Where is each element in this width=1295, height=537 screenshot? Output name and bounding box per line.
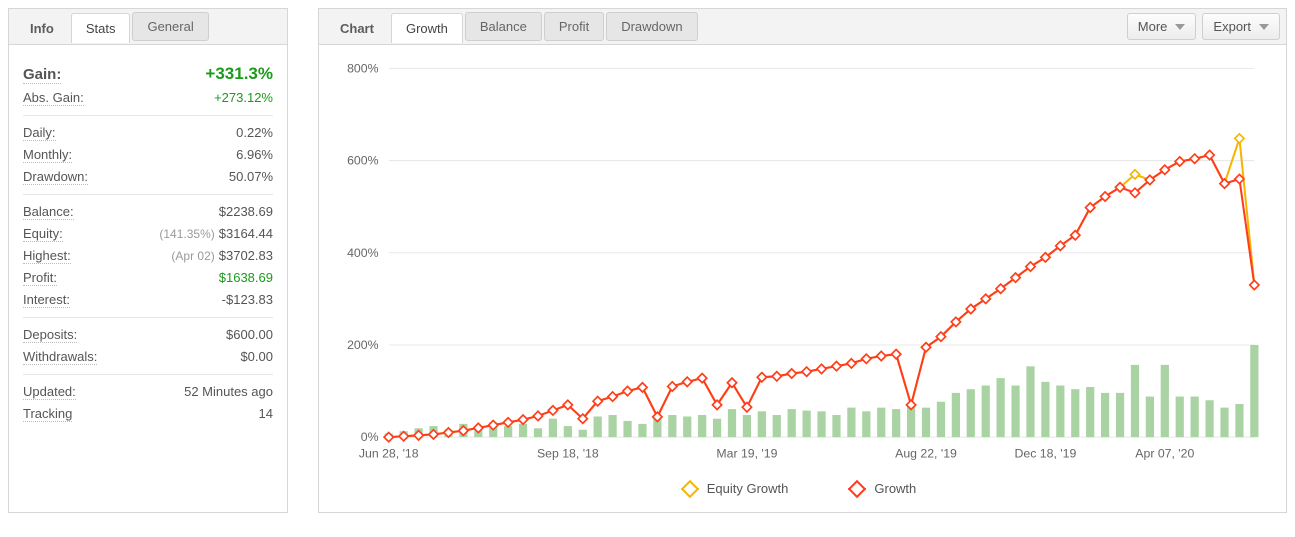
stat-row: Updated: 52 Minutes ago bbox=[23, 381, 273, 403]
stat-key: Monthly: bbox=[23, 147, 72, 163]
stat-row: Abs. Gain: +273.12% bbox=[23, 87, 273, 109]
more-dropdown[interactable]: More bbox=[1127, 13, 1197, 40]
svg-text:600%: 600% bbox=[347, 154, 378, 168]
svg-text:800%: 800% bbox=[347, 61, 378, 75]
stat-row: Daily: 0.22% bbox=[23, 122, 273, 144]
stat-value: -$123.83 bbox=[222, 292, 273, 307]
chart-legend: Equity Growth Growth bbox=[327, 473, 1270, 500]
chevron-down-icon bbox=[1175, 24, 1185, 30]
stat-key: Gain: bbox=[23, 66, 61, 84]
tab-stats[interactable]: Stats bbox=[71, 13, 131, 43]
stat-key: Tracking bbox=[23, 406, 72, 422]
chart-area: 0% 200% 400% 600% 800% Jun 28, '18 Sep 18, '18… bbox=[319, 45, 1286, 512]
tab-label-info: Info bbox=[15, 13, 69, 43]
legend-growth[interactable]: Growth bbox=[848, 481, 916, 496]
stat-row: Withdrawals: $0.00 bbox=[23, 346, 273, 368]
svg-text:Mar 19, '19: Mar 19, '19 bbox=[716, 447, 777, 461]
chevron-down-icon bbox=[1259, 24, 1269, 30]
stat-row: Equity: (141.35%)$3164.44 bbox=[23, 223, 273, 245]
svg-text:Aug 22, '19: Aug 22, '19 bbox=[895, 447, 957, 461]
stat-key: Withdrawals: bbox=[23, 349, 97, 365]
stat-row: Drawdown: 50.07% bbox=[23, 166, 273, 188]
stat-value: $2238.69 bbox=[219, 204, 273, 219]
tab-general[interactable]: General bbox=[132, 12, 208, 41]
stat-row: Deposits: $600.00 bbox=[23, 324, 273, 346]
stat-key: Balance: bbox=[23, 204, 74, 220]
equity-marker-icon bbox=[681, 488, 699, 490]
stat-value: (Apr 02)$3702.83 bbox=[171, 248, 273, 263]
chart-panel: Chart Growth Balance Profit Drawdown Mor… bbox=[318, 8, 1287, 513]
stat-value: (141.35%)$3164.44 bbox=[159, 226, 273, 241]
legend-equity-label: Equity Growth bbox=[707, 481, 789, 496]
stat-row: Tracking 14 bbox=[23, 403, 273, 425]
svg-text:Apr 07, '20: Apr 07, '20 bbox=[1135, 447, 1194, 461]
stat-group: Daily: 0.22% Monthly: 6.96% Drawdown: 50.07% bbox=[23, 116, 273, 195]
stat-subvalue: (Apr 02) bbox=[171, 249, 214, 263]
stats-body: Gain: +331.3% Abs. Gain: +273.12% Daily: 0.22… bbox=[9, 45, 287, 443]
chart-tabstrip: Chart Growth Balance Profit Drawdown Mor… bbox=[319, 9, 1286, 45]
tab-label-chart: Chart bbox=[325, 13, 389, 43]
tab-balance[interactable]: Balance bbox=[465, 12, 542, 41]
stat-key: Updated: bbox=[23, 384, 76, 400]
stats-panel: Info Stats General Gain: +331.3% Abs. Gain… bbox=[8, 8, 288, 513]
tab-drawdown[interactable]: Drawdown bbox=[606, 12, 697, 41]
stat-group: Deposits: $600.00 Withdrawals: $0.00 bbox=[23, 318, 273, 375]
growth-chart: 0% 200% 400% 600% 800% Jun 28, '18 Sep 18, '18… bbox=[327, 53, 1270, 473]
stat-group: Updated: 52 Minutes ago Tracking 14 bbox=[23, 375, 273, 431]
stat-value: 0.22% bbox=[236, 125, 273, 140]
growth-marker-icon bbox=[848, 488, 866, 490]
stat-value: 52 Minutes ago bbox=[184, 384, 273, 399]
stat-row: Highest: (Apr 02)$3702.83 bbox=[23, 245, 273, 267]
svg-text:Sep 18, '18: Sep 18, '18 bbox=[537, 447, 599, 461]
stat-group: Balance: $2238.69 Equity: (141.35%)$3164.44… bbox=[23, 195, 273, 318]
stat-key: Deposits: bbox=[23, 327, 77, 343]
stats-tabstrip: Info Stats General bbox=[9, 9, 287, 45]
stat-value: $1638.69 bbox=[219, 270, 273, 285]
svg-text:0%: 0% bbox=[361, 430, 379, 444]
stat-row: Interest: -$123.83 bbox=[23, 289, 273, 311]
export-dropdown[interactable]: Export bbox=[1202, 13, 1280, 40]
stat-value: 14 bbox=[259, 406, 273, 421]
stat-value: $600.00 bbox=[226, 327, 273, 342]
stat-key: Abs. Gain: bbox=[23, 90, 84, 106]
export-label: Export bbox=[1213, 19, 1251, 34]
stat-row: Balance: $2238.69 bbox=[23, 201, 273, 223]
stat-key: Profit: bbox=[23, 270, 57, 286]
tab-growth[interactable]: Growth bbox=[391, 13, 463, 43]
stat-value: $0.00 bbox=[240, 349, 273, 364]
legend-equity[interactable]: Equity Growth bbox=[681, 481, 789, 496]
stat-value: +331.3% bbox=[205, 64, 273, 84]
stat-row: Monthly: 6.96% bbox=[23, 144, 273, 166]
legend-growth-label: Growth bbox=[874, 481, 916, 496]
stat-key: Equity: bbox=[23, 226, 63, 242]
stat-row: Profit: $1638.69 bbox=[23, 267, 273, 289]
stat-row: Gain: +331.3% bbox=[23, 61, 273, 87]
stat-group: Gain: +331.3% Abs. Gain: +273.12% bbox=[23, 55, 273, 116]
svg-text:400%: 400% bbox=[347, 246, 378, 260]
more-label: More bbox=[1138, 19, 1168, 34]
stat-subvalue: (141.35%) bbox=[159, 227, 214, 241]
stat-value: 6.96% bbox=[236, 147, 273, 162]
svg-text:200%: 200% bbox=[347, 338, 378, 352]
svg-text:Dec 18, '19: Dec 18, '19 bbox=[1015, 447, 1077, 461]
tab-profit[interactable]: Profit bbox=[544, 12, 604, 41]
stat-key: Highest: bbox=[23, 248, 71, 264]
stat-key: Interest: bbox=[23, 292, 70, 308]
stat-key: Daily: bbox=[23, 125, 56, 141]
stat-key: Drawdown: bbox=[23, 169, 88, 185]
stat-value: 50.07% bbox=[229, 169, 273, 184]
svg-text:Jun 28, '18: Jun 28, '18 bbox=[359, 447, 419, 461]
stat-value: +273.12% bbox=[214, 90, 273, 105]
